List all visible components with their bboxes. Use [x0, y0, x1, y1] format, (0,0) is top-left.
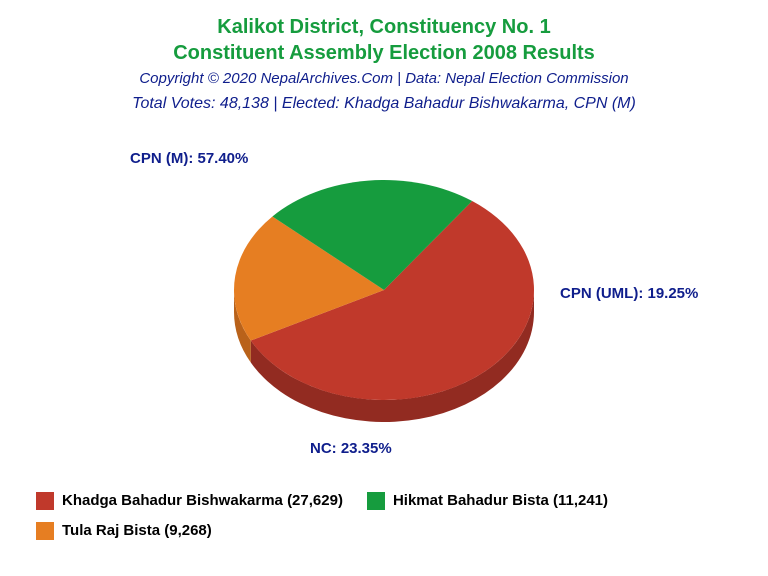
legend-swatch-icon	[36, 522, 54, 540]
header-block: Kalikot District, Constituency No. 1 Con…	[0, 0, 768, 113]
title-line-2: Constituent Assembly Election 2008 Resul…	[0, 40, 768, 66]
legend-label: Khadga Bahadur Bishwakarma (27,629)	[62, 486, 343, 516]
legend-item-2: Tula Raj Bista (9,268)	[36, 516, 212, 546]
legend-item-0: Khadga Bahadur Bishwakarma (27,629)	[36, 486, 343, 516]
legend-label: Tula Raj Bista (9,268)	[62, 516, 212, 546]
slice-label-cpnuml: CPN (UML): 19.25%	[560, 285, 698, 302]
legend: Khadga Bahadur Bishwakarma (27,629) Hikm…	[36, 486, 608, 546]
title-line-1: Kalikot District, Constituency No. 1	[0, 14, 768, 40]
legend-swatch-icon	[367, 492, 385, 510]
slice-label-nc: NC: 23.35%	[310, 440, 392, 457]
legend-swatch-icon	[36, 492, 54, 510]
legend-label: Hikmat Bahadur Bista (11,241)	[393, 486, 608, 516]
copyright-line: Copyright © 2020 NepalArchives.Com | Dat…	[0, 70, 768, 87]
legend-item-1: Hikmat Bahadur Bista (11,241)	[367, 486, 608, 516]
pie-chart: CPN (M): 57.40% CPN (UML): 19.25% NC: 23…	[0, 130, 768, 460]
summary-line: Total Votes: 48,138 | Elected: Khadga Ba…	[0, 95, 768, 113]
slice-label-cpnm: CPN (M): 57.40%	[130, 150, 248, 167]
